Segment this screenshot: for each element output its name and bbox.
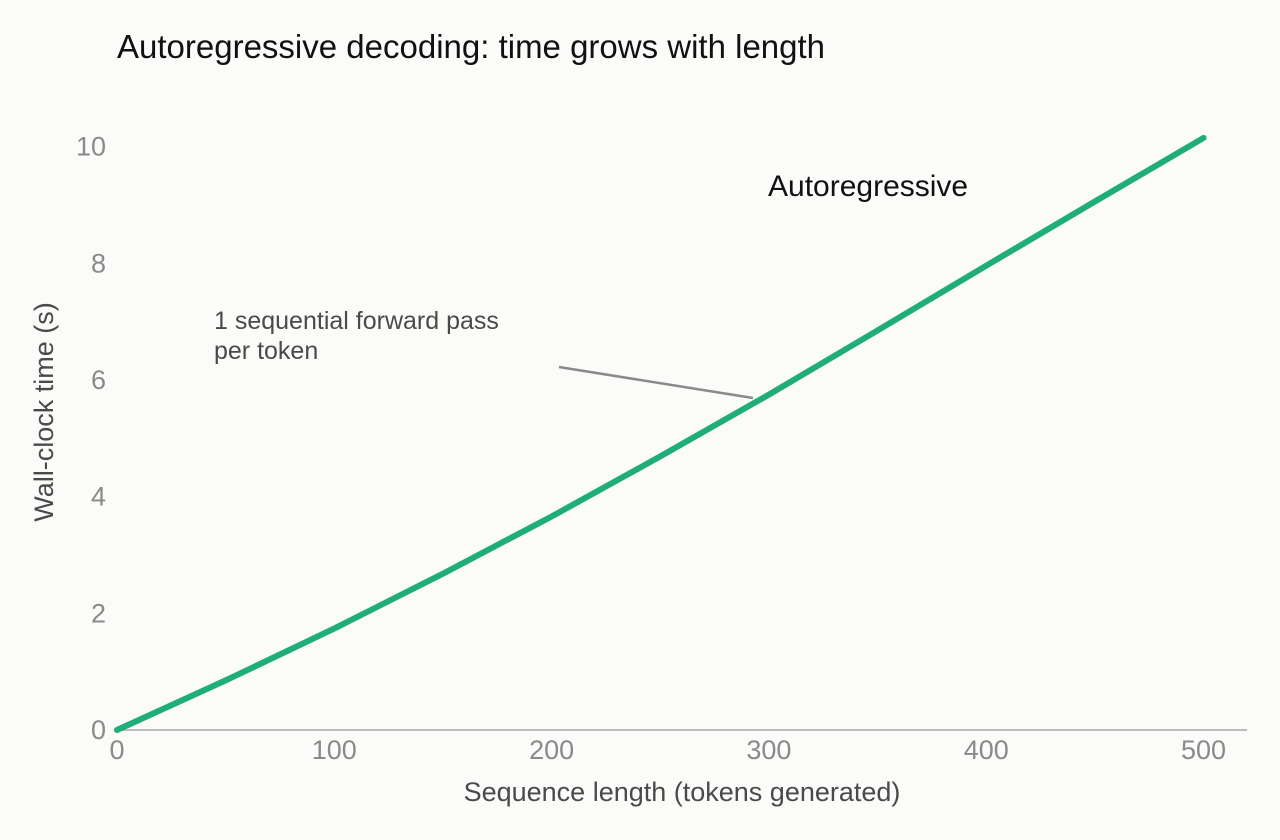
annotation-leader-line xyxy=(558,365,754,400)
series-line-autoregressive xyxy=(114,134,1207,733)
x-axis-label: Sequence length (tokens generated) xyxy=(464,777,901,807)
x-tick-labels: 0 100 200 300 400 500 xyxy=(109,735,1226,765)
y-tick-label: 8 xyxy=(91,248,106,278)
y-tick-label: 0 xyxy=(91,715,106,745)
y-tick-label: 10 xyxy=(76,132,106,162)
y-tick-label: 4 xyxy=(91,482,106,512)
x-tick-label: 300 xyxy=(746,735,791,765)
chart-title: Autoregressive decoding: time grows with… xyxy=(117,28,825,65)
y-tick-label: 6 xyxy=(91,365,106,395)
series-label-autoregressive: Autoregressive xyxy=(768,170,968,203)
annotation-text: 1 sequential forward pass per token xyxy=(214,307,506,365)
x-tick-label: 400 xyxy=(964,735,1009,765)
annotation-line-1: 1 sequential forward pass xyxy=(214,307,499,335)
x-tick-label: 100 xyxy=(312,735,357,765)
y-axis-label: Wall-clock time (s) xyxy=(29,302,59,522)
annotation-line-2: per token xyxy=(214,337,318,365)
x-tick-label: 500 xyxy=(1181,735,1226,765)
y-tick-labels: 0 2 4 6 8 10 xyxy=(76,132,106,745)
y-tick-label: 2 xyxy=(91,598,106,628)
x-tick-label: 200 xyxy=(529,735,574,765)
x-tick-label: 0 xyxy=(109,735,124,765)
